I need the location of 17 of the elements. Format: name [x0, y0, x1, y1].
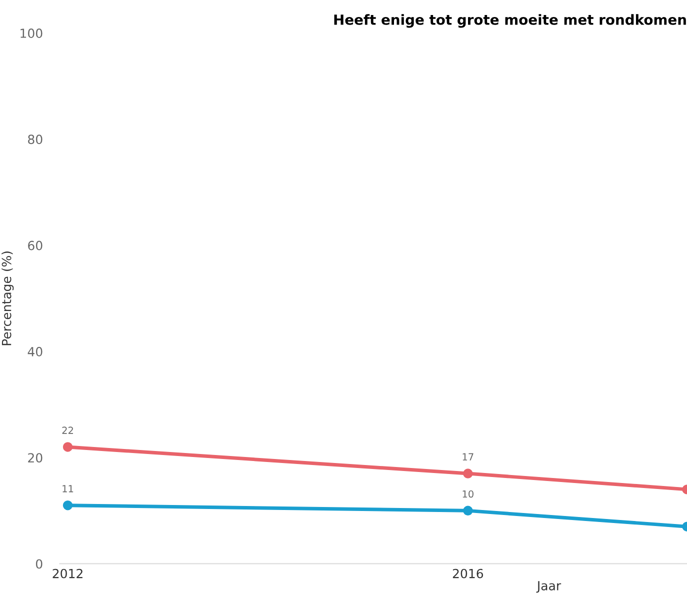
data-label: 10	[462, 490, 474, 498]
y-axis-title: Percentage (%)	[2, 252, 14, 346]
point	[62, 500, 73, 510]
y-tick-label: 0	[36, 559, 42, 569]
point	[62, 442, 73, 452]
y-tick-label: 40	[28, 346, 42, 356]
y-tick-label: 20	[28, 453, 42, 463]
data-label: 22	[62, 426, 73, 434]
data-label: 11	[62, 485, 74, 492]
x-tick-label: 2012	[52, 568, 82, 578]
x-axis-title: Jaar	[536, 581, 562, 593]
y-tick-label: 80	[28, 134, 42, 144]
y-tick-label: 100	[20, 28, 42, 38]
data-label: 17	[462, 453, 474, 460]
y-tick-label: 60	[28, 240, 42, 250]
chart-title: Heeft enige tot grote moeite met rondkomen	[334, 14, 686, 28]
x-tick-label: 2016	[452, 568, 484, 578]
